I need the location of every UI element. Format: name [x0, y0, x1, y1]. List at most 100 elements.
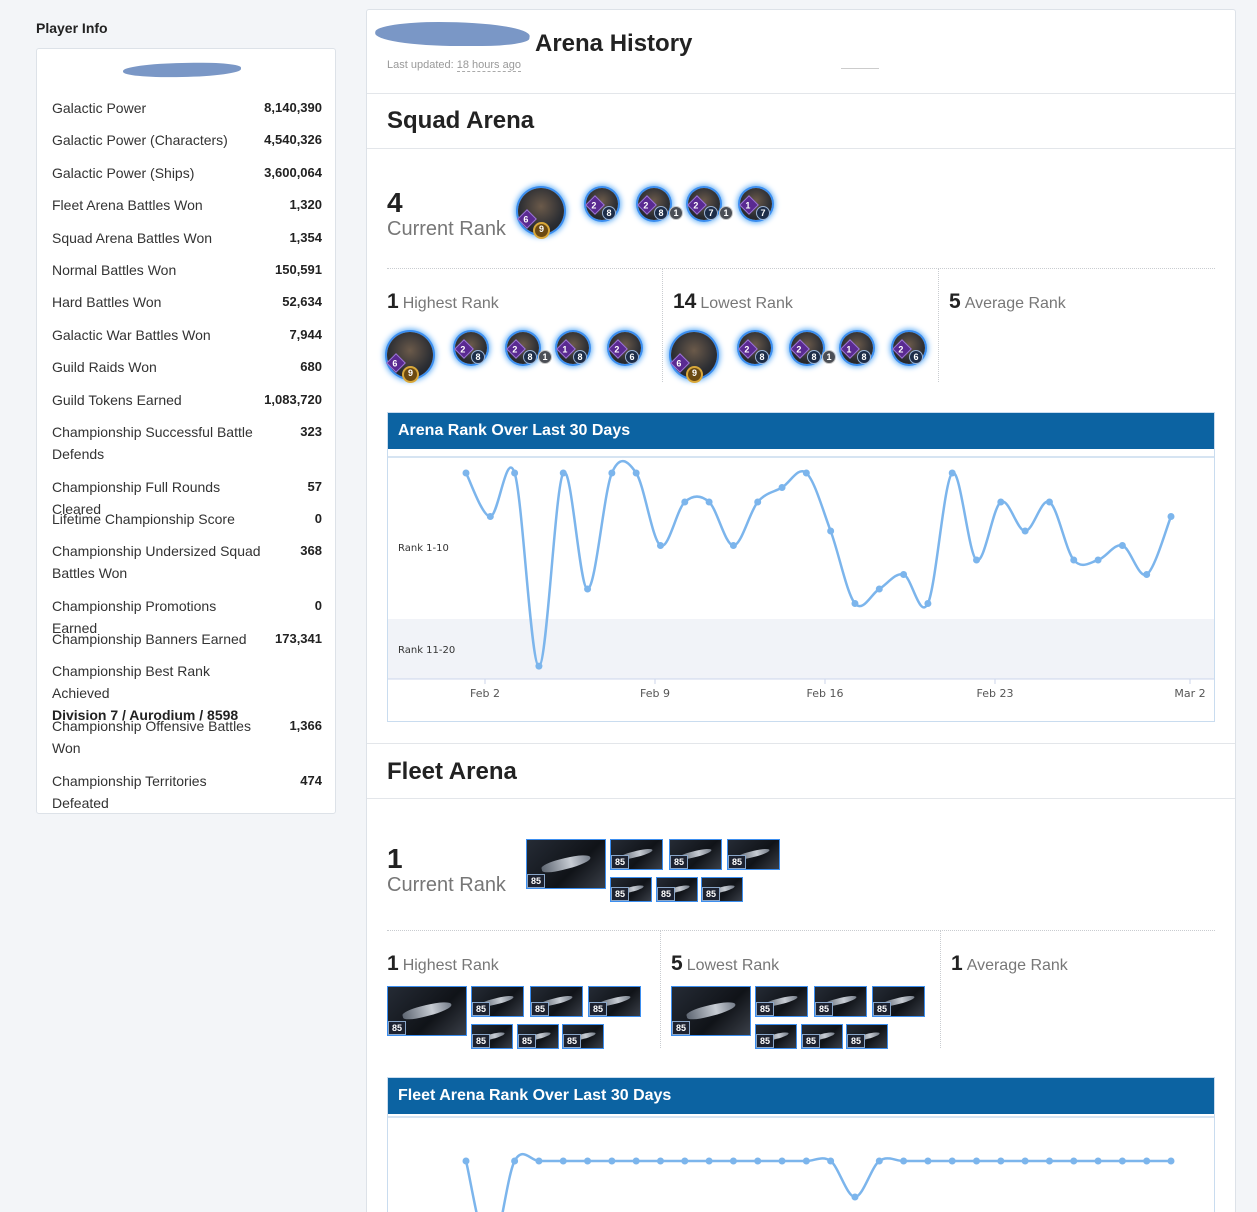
stat-value: 57 [307, 479, 322, 494]
stat-row: Championship Full Rounds Cleared 57 [52, 476, 322, 520]
gear-tier-text: 1 [846, 344, 852, 355]
ship-level-badge: 85 [589, 1002, 608, 1016]
ship-tile[interactable]: 85 [562, 1024, 604, 1049]
stat-label: Championship Promotions Earned [52, 598, 217, 636]
rank-data-point [608, 469, 616, 477]
ship-tile[interactable]: 85 [656, 877, 698, 902]
stat-row: Hard Battles Won 52,634 [52, 291, 322, 313]
squad-lowest-rank: 14 Lowest Rank [673, 290, 793, 314]
rank-data-point [656, 542, 664, 549]
ship-tile[interactable]: 85 [610, 839, 663, 870]
stat-row: Galactic Power (Characters) 4,540,326 [52, 129, 322, 151]
gear-tier-text: 2 [643, 200, 649, 211]
stat-row: Championship Best Rank Achieved Division … [52, 660, 322, 726]
fleet-average-rank-label: Average Rank [966, 957, 1068, 974]
squad-highest-rank-label: Highest Rank [402, 295, 499, 312]
fleet-rank-data-point [851, 1193, 859, 1201]
stat-value: 1,354 [289, 230, 322, 245]
capital-ship-tile[interactable]: 85 [387, 986, 467, 1036]
squad-chart-title: Arena Rank Over Last 30 Days [388, 413, 1214, 449]
x-tick-label: Mar 2 [1174, 687, 1205, 700]
rank-data-point [1143, 571, 1151, 578]
ship-tile[interactable]: 85 [471, 1024, 513, 1049]
fleet-current-rank-number: 1 [387, 843, 403, 874]
fleet-rank-data-point [584, 1157, 592, 1165]
stat-label: Guild Tokens Earned [52, 392, 182, 408]
ship-level-badge: 85 [847, 1034, 866, 1048]
star-level-badge: 6 [625, 350, 639, 364]
rank-data-point [802, 469, 810, 477]
ship-tile[interactable]: 85 [610, 877, 652, 902]
rank-data-point [535, 662, 543, 670]
ship-tile[interactable]: 85 [727, 839, 780, 870]
fleet-lowest-rank: 5 Lowest Rank [671, 952, 779, 976]
ship-tile[interactable]: 85 [530, 986, 583, 1017]
ship-tile[interactable]: 85 [801, 1024, 843, 1049]
ship-level-badge: 85 [518, 1034, 537, 1048]
ship-level-badge: 85 [756, 1002, 775, 1016]
stat-value: 8,140,390 [264, 100, 322, 115]
squad-lowest-rank-label: Lowest Rank [700, 295, 793, 312]
ship-tile[interactable]: 85 [701, 877, 743, 902]
ship-tile[interactable]: 85 [846, 1024, 888, 1049]
gear-tier-text: 2 [512, 344, 518, 355]
zeta-badge: 1 [538, 350, 552, 364]
fleet-rank-data-point [778, 1157, 786, 1165]
ship-level-badge: 85 [657, 887, 676, 901]
redacted-player-name [122, 61, 242, 79]
fleet-rank-data-point [997, 1157, 1005, 1165]
ship-tile[interactable]: 85 [588, 986, 641, 1017]
fleet-rank-data-point [462, 1157, 470, 1165]
stat-label: Championship Offensive Battles Won [52, 718, 251, 756]
stat-label: Normal Battles Won [52, 262, 177, 278]
ship-level-badge: 85 [815, 1002, 834, 1016]
star-level-badge: 7 [756, 206, 770, 220]
stat-value: 474 [300, 773, 322, 788]
stat-row: Galactic Power (Ships) 3,600,064 [52, 162, 322, 184]
ship-tile[interactable]: 85 [814, 986, 867, 1017]
ship-tile[interactable]: 85 [471, 986, 524, 1017]
stat-row: Guild Tokens Earned 1,083,720 [52, 389, 322, 411]
stat-value: 0 [314, 598, 322, 613]
capital-ship-tile[interactable]: 85 [526, 839, 606, 889]
y-band-label: Rank 1-10 [398, 543, 449, 554]
ship-tile[interactable]: 85 [755, 986, 808, 1017]
ship-level-badge: 85 [563, 1034, 582, 1048]
ship-tile[interactable]: 85 [872, 986, 925, 1017]
squad-average-rank-label: Average Rank [964, 295, 1066, 312]
fleet-rank-chart-svg [388, 1116, 1214, 1212]
stat-label: Guild Raids Won [52, 359, 157, 375]
fleet-rank-data-point [1070, 1157, 1078, 1165]
last-updated-label: Last updated: [387, 59, 454, 71]
capital-ship-tile[interactable]: 85 [671, 986, 751, 1036]
stat-label: Championship Territories Defeated [52, 773, 207, 811]
divider [367, 743, 1235, 744]
star-level-badge: 8 [471, 350, 485, 364]
rank-data-point [559, 469, 567, 477]
stat-row: Championship Territories Defeated 474 [52, 770, 322, 814]
fleet-rank-data-point [973, 1157, 981, 1165]
rank-data-point [948, 469, 956, 477]
last-updated-value[interactable]: 18 hours ago [456, 59, 521, 72]
rank-data-point [875, 585, 883, 593]
stat-label: Championship Best Rank Achieved [52, 663, 210, 701]
ship-tile[interactable]: 85 [669, 839, 722, 870]
rank-data-point [900, 571, 908, 578]
rank-data-point [1070, 556, 1078, 564]
ship-tile[interactable]: 85 [755, 1024, 797, 1049]
fleet-highest-rank-label: Highest Rank [402, 957, 499, 974]
x-tick-label: Feb 23 [977, 687, 1014, 700]
star-level-badge: 9 [686, 366, 703, 383]
zeta-badge: 1 [669, 206, 683, 220]
zeta-badge: 1 [822, 350, 836, 364]
fleet-rank-data-point [1045, 1157, 1053, 1165]
stat-label: Galactic Power (Ships) [52, 165, 195, 181]
ship-tile[interactable]: 85 [517, 1024, 559, 1049]
stat-row: Fleet Arena Battles Won 1,320 [52, 194, 322, 216]
ship-level-badge: 85 [472, 1002, 491, 1016]
gear-tier-text: 2 [693, 200, 699, 211]
fleet-rank-data-point [535, 1157, 543, 1165]
ship-level-badge: 85 [611, 887, 630, 901]
squad-current-rank-label: Current Rank [387, 218, 506, 240]
rank-data-point [511, 469, 519, 477]
